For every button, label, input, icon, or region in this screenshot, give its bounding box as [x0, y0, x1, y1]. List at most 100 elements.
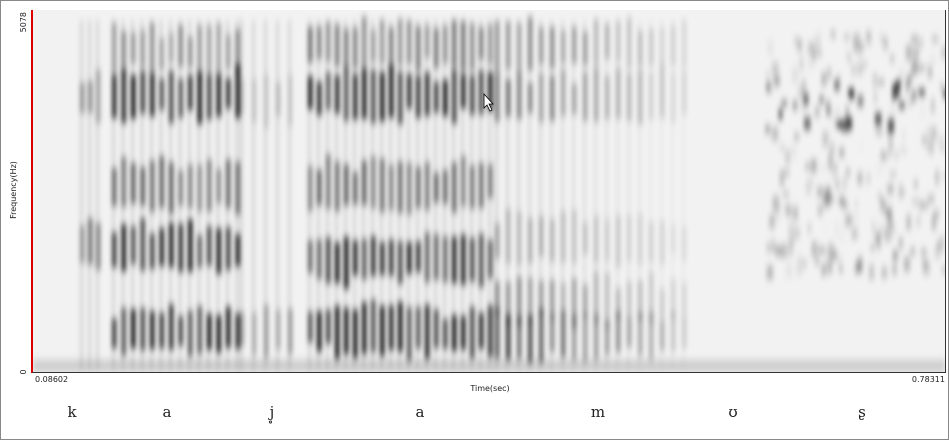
- segment-label: ʊ: [728, 403, 737, 421]
- formant: [308, 26, 313, 63]
- formant: [425, 25, 430, 59]
- formant: [317, 81, 322, 116]
- formant: [276, 309, 281, 350]
- noise: [918, 88, 925, 97]
- formant: [443, 79, 448, 116]
- noise: [782, 191, 790, 198]
- noise: [908, 96, 913, 107]
- formant: [169, 70, 174, 124]
- formant: [671, 25, 676, 67]
- formant: [216, 74, 221, 117]
- formant: [188, 36, 193, 68]
- noise: [798, 39, 803, 52]
- noise: [871, 233, 878, 240]
- noise: [823, 130, 826, 140]
- noise: [880, 198, 886, 207]
- formant: [131, 74, 136, 119]
- noise: [917, 201, 923, 211]
- noise: [787, 243, 794, 257]
- formant: [425, 232, 430, 283]
- formant: [207, 25, 212, 74]
- formant: [470, 165, 475, 209]
- noise: [782, 244, 787, 258]
- formant: [188, 219, 193, 272]
- formant: [389, 239, 394, 276]
- noise: [830, 249, 838, 261]
- noise: [869, 264, 875, 280]
- noise: [887, 129, 891, 139]
- spectrogram-image: [33, 15, 945, 372]
- segment-label: m: [591, 403, 605, 421]
- noise: [930, 54, 936, 66]
- formant: [159, 78, 164, 111]
- formant: [660, 288, 665, 319]
- formant: [353, 27, 358, 69]
- formant: [150, 160, 155, 212]
- noise: [919, 200, 924, 211]
- formant: [488, 164, 493, 199]
- striation: [550, 20, 553, 370]
- noise: [942, 173, 945, 180]
- noise: [841, 200, 849, 210]
- formant: [317, 26, 322, 60]
- noise: [822, 131, 829, 148]
- formant: [561, 311, 566, 358]
- formant: [335, 305, 340, 359]
- noise: [771, 237, 775, 249]
- formant: [594, 18, 599, 66]
- formant: [88, 80, 93, 113]
- formant: [550, 279, 555, 320]
- formant: [605, 23, 610, 60]
- noise: [924, 140, 930, 151]
- formant: [344, 28, 349, 68]
- striation: [495, 20, 498, 370]
- formant: [605, 219, 610, 262]
- low-band: [33, 360, 945, 372]
- noise: [866, 30, 872, 46]
- formant: [362, 238, 367, 280]
- formant: [380, 19, 385, 65]
- formant: [488, 24, 493, 65]
- formant: [235, 313, 240, 350]
- formant: [96, 222, 101, 270]
- noise: [829, 242, 834, 250]
- formant: [452, 236, 457, 284]
- noise: [854, 210, 859, 226]
- noise: [881, 266, 888, 279]
- noise: [941, 266, 945, 274]
- formant: [495, 72, 500, 122]
- noise: [793, 62, 797, 69]
- formant: [649, 271, 654, 324]
- noise: [894, 250, 901, 258]
- formant: [583, 71, 588, 122]
- formant: [682, 226, 687, 262]
- noise: [824, 186, 830, 199]
- formant: [121, 69, 126, 124]
- formant: [479, 233, 484, 288]
- noise: [766, 81, 770, 93]
- formant: [594, 314, 599, 360]
- formant: [425, 162, 430, 211]
- formant: [452, 69, 457, 124]
- noise: [827, 67, 832, 80]
- noise: [779, 170, 784, 186]
- formant: [627, 315, 632, 348]
- formant: [353, 240, 358, 276]
- formant: [638, 312, 643, 357]
- noise: [814, 106, 820, 118]
- noise: [817, 186, 823, 198]
- noise: [857, 46, 863, 62]
- formant: [140, 30, 145, 68]
- formant: [178, 24, 183, 68]
- formant: [216, 23, 221, 77]
- noise: [792, 206, 798, 221]
- formant: [371, 29, 376, 63]
- formant: [169, 304, 174, 351]
- noise: [908, 72, 913, 84]
- formant: [528, 82, 533, 114]
- formant: [96, 69, 101, 124]
- formant: [671, 72, 676, 123]
- noise: [845, 168, 851, 177]
- formant: [434, 234, 439, 281]
- formant: [112, 318, 117, 349]
